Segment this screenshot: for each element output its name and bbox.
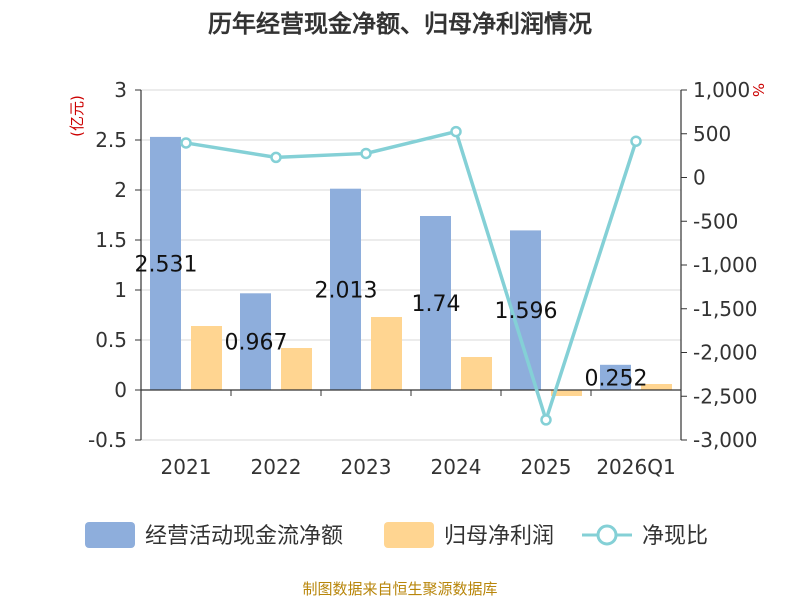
cashflow-bar [420, 216, 451, 390]
left-tick-label: 2 [114, 178, 127, 202]
right-tick-label: 500 [693, 122, 731, 146]
right-tick-label: 1,000 [693, 78, 750, 102]
legend-label-net-profit: 归母净利润 [444, 524, 554, 549]
x-tick-label: 2022 [251, 455, 302, 479]
x-tick-label: 2024 [431, 455, 482, 479]
cashflow-bar [150, 136, 181, 390]
bars [150, 136, 672, 396]
axes: 3 2.5 2 1.5 1 0.5 0 -0.5 1,000 500 0 -500 -1,000 -1,5… [88, 78, 758, 479]
net-profit-bar [551, 390, 582, 396]
cashflow-data-label: 2.531 [135, 252, 198, 277]
cashflow-bar [330, 188, 361, 390]
right-tick-label: -1,500 [693, 297, 757, 321]
right-tick-label: 0 [693, 166, 706, 190]
cashflow-bar [600, 364, 631, 390]
source-note: 制图数据来自恒生聚源数据库 [302, 580, 497, 598]
right-tick-label: -3,000 [693, 428, 757, 452]
cashflow-bar [510, 230, 541, 390]
cashflow-data-label: 0.967 [225, 331, 288, 356]
left-tick-label: 3 [114, 78, 127, 102]
legend-label-cashflow: 经营活动现金流净额 [145, 524, 343, 549]
left-tick-label: 2.5 [95, 128, 127, 152]
cashflow-data-label: 1.74 [412, 292, 461, 317]
right-axis-unit: % [749, 83, 767, 97]
right-tick-label: -1,000 [693, 253, 757, 277]
legend-swatch-cashflow [85, 522, 135, 548]
ratio-line [180, 125, 642, 426]
ratio-point [540, 414, 552, 426]
right-tick-label: -2,500 [693, 384, 757, 408]
left-tick-label: -0.5 [88, 428, 127, 452]
net-profit-bar [371, 317, 402, 390]
x-tick-label: 2025 [521, 455, 572, 479]
right-tick-label: -500 [693, 209, 738, 233]
net-profit-bar [191, 326, 222, 390]
net-profit-bar [461, 357, 492, 390]
net-profit-bar [641, 384, 672, 390]
cashflow-data-label: 1.596 [495, 299, 558, 324]
ratio-point [450, 125, 462, 138]
net-profit-bar [281, 348, 312, 390]
left-tick-label: 0 [114, 378, 127, 402]
legend-label-ratio: 净现比 [642, 524, 708, 549]
ratio-point [180, 137, 192, 149]
legend-swatch-net-profit [384, 522, 434, 548]
data-labels: 2.531 0.967 2.013 1.74 1.596 0.252 [135, 252, 648, 391]
x-tick-label: 2026Q1 [596, 455, 675, 479]
ratio-point [270, 151, 282, 164]
legend-marker-ratio [596, 524, 618, 546]
legend: 经营活动现金流净额 归母净利润 净现比 [85, 522, 708, 549]
ratio-line-path [185, 129, 638, 422]
ratio-point [630, 135, 642, 147]
right-tick-label: -2,000 [693, 341, 757, 365]
x-tick-label: 2023 [341, 455, 392, 479]
left-tick-label: 0.5 [95, 328, 127, 352]
left-tick-label: 1 [114, 278, 127, 302]
x-tick-label: 2021 [161, 455, 212, 479]
ratio-point [360, 147, 372, 160]
chart-title: 历年经营现金净额、归母净利润情况 [208, 10, 592, 38]
cashflow-data-label: 2.013 [315, 278, 378, 303]
cashflow-data-label: 0.252 [585, 366, 648, 391]
cashflow-bar [240, 293, 271, 390]
left-axis-unit: (亿元) [68, 95, 86, 137]
left-tick-label: 1.5 [95, 228, 127, 252]
